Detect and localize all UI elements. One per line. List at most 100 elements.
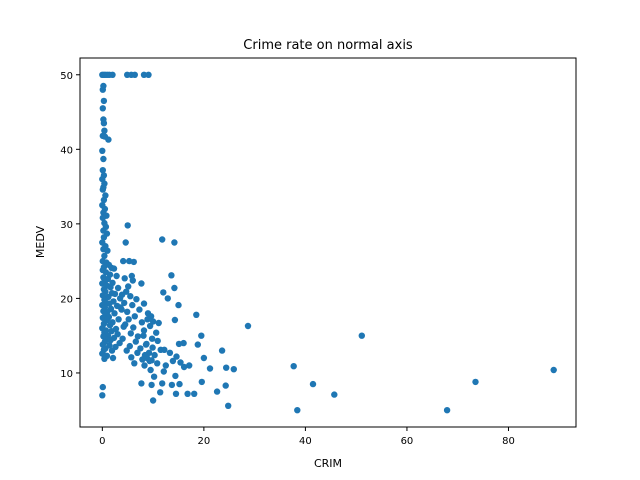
data-point <box>109 71 116 79</box>
data-point <box>129 301 136 309</box>
data-point <box>290 363 297 370</box>
data-point <box>132 338 139 345</box>
data-point <box>146 322 154 330</box>
data-point <box>172 390 180 397</box>
data-point <box>172 372 179 380</box>
data-point <box>99 167 107 174</box>
data-point <box>99 86 107 93</box>
data-point <box>175 301 182 309</box>
data-point <box>194 341 201 348</box>
data-point <box>100 196 108 204</box>
data-point <box>131 71 138 79</box>
data-point <box>138 280 145 287</box>
data-point <box>443 407 451 414</box>
data-point <box>123 347 130 354</box>
data-point <box>100 97 108 105</box>
data-point <box>193 311 200 318</box>
x-axis-label: CRIM <box>314 457 342 470</box>
data-point <box>223 364 230 371</box>
data-point <box>144 316 151 323</box>
data-point <box>160 368 167 375</box>
data-point <box>550 366 557 374</box>
data-point <box>180 363 188 371</box>
data-point <box>113 272 120 280</box>
data-point <box>171 284 178 292</box>
data-point <box>160 289 167 296</box>
data-point <box>159 380 166 387</box>
data-point <box>101 355 108 362</box>
data-point <box>162 362 169 369</box>
data-point <box>126 342 133 350</box>
data-point <box>148 381 155 389</box>
data-point <box>472 378 479 386</box>
data-point <box>136 306 143 313</box>
data-point <box>122 239 129 246</box>
data-point <box>148 357 155 364</box>
data-point <box>138 380 145 387</box>
data-point <box>206 365 214 372</box>
y-tick-label: 20 <box>60 294 73 305</box>
data-point <box>159 236 166 243</box>
data-point <box>309 380 317 388</box>
data-point <box>110 265 118 272</box>
data-point <box>177 359 184 366</box>
plot-frame <box>79 57 577 428</box>
data-point <box>140 71 148 79</box>
data-point <box>99 105 107 112</box>
data-point <box>108 347 116 354</box>
data-point <box>101 133 109 140</box>
data-point <box>171 239 178 246</box>
data-point <box>127 293 134 300</box>
data-point <box>101 127 108 134</box>
data-point <box>128 354 135 361</box>
data-point <box>124 222 131 229</box>
data-point <box>140 327 148 334</box>
data-point <box>106 300 113 307</box>
data-point <box>134 349 141 356</box>
data-point <box>99 186 107 193</box>
data-point <box>101 252 108 260</box>
data-point <box>176 380 183 388</box>
data-point <box>148 335 156 342</box>
y-tick-label: 50 <box>60 71 73 82</box>
data-point <box>244 322 252 330</box>
data-point <box>150 373 158 380</box>
data-point <box>198 378 205 386</box>
x-tick-label: 20 <box>198 436 211 447</box>
data-point <box>225 402 232 409</box>
y-axis-label: MEDV <box>34 225 47 258</box>
x-tick-label: 80 <box>502 436 515 447</box>
data-point <box>107 284 114 291</box>
data-point <box>218 347 226 354</box>
chart-title: Crime rate on normal axis <box>243 38 413 53</box>
data-point <box>125 283 132 290</box>
data-point <box>168 272 175 279</box>
data-point <box>131 360 138 367</box>
data-point <box>145 349 153 356</box>
data-point <box>111 290 119 298</box>
data-point <box>154 337 161 345</box>
data-point <box>99 392 106 399</box>
data-point <box>104 247 111 254</box>
data-point <box>213 388 221 395</box>
data-point <box>114 284 122 292</box>
data-point <box>169 357 177 365</box>
data-point <box>138 319 146 326</box>
data-point <box>157 389 164 396</box>
data-point <box>107 337 114 344</box>
data-point <box>198 332 205 339</box>
data-point <box>161 346 168 353</box>
x-ticks: 0 20 40 60 80 <box>99 427 515 447</box>
data-point <box>121 299 128 307</box>
y-tick-label: 10 <box>60 369 73 380</box>
data-point <box>130 258 137 266</box>
data-point <box>200 354 208 362</box>
data-point <box>125 316 132 323</box>
data-point <box>99 214 107 222</box>
data-point <box>108 328 115 335</box>
data-point <box>99 147 106 154</box>
data-point <box>119 335 126 342</box>
data-point <box>186 362 193 369</box>
